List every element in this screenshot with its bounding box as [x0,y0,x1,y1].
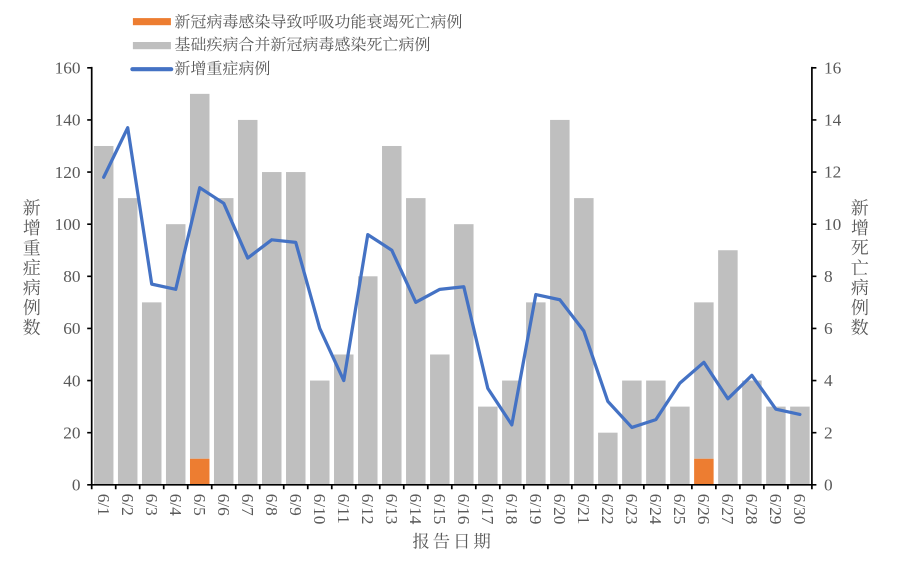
svg-text:6/6: 6/6 [214,494,233,516]
svg-text:6/30: 6/30 [790,494,809,525]
svg-text:6/7: 6/7 [238,494,257,516]
svg-text:6/18: 6/18 [502,494,521,525]
svg-text:6/19: 6/19 [526,494,545,525]
svg-text:6/13: 6/13 [382,494,401,525]
svg-text:6/11: 6/11 [334,494,353,524]
svg-text:6/24: 6/24 [646,494,665,525]
svg-text:6/12: 6/12 [358,494,377,525]
svg-text:0: 0 [72,476,81,495]
svg-text:10: 10 [824,215,841,234]
svg-text:8: 8 [824,267,833,286]
svg-text:0: 0 [824,475,833,494]
svg-text:6/15: 6/15 [430,494,449,525]
svg-text:6/10: 6/10 [310,494,329,525]
svg-text:6/5: 6/5 [190,494,209,516]
svg-text:4: 4 [824,371,833,390]
svg-text:80: 80 [63,267,80,286]
svg-text:6/2: 6/2 [118,494,137,516]
svg-text:6/28: 6/28 [742,494,761,525]
svg-text:6/14: 6/14 [406,494,425,525]
svg-text:6/23: 6/23 [622,494,641,525]
svg-text:6/1: 6/1 [94,494,113,516]
svg-text:20: 20 [63,423,80,442]
svg-text:6/17: 6/17 [478,494,497,525]
svg-text:6/21: 6/21 [574,494,593,525]
svg-text:6/9: 6/9 [286,494,305,516]
svg-text:60: 60 [63,319,80,338]
svg-text:100: 100 [55,215,81,234]
svg-text:6/25: 6/25 [670,494,689,525]
svg-text:6/8: 6/8 [262,494,281,516]
svg-text:6: 6 [824,319,833,338]
svg-text:2: 2 [824,423,833,442]
svg-text:6/29: 6/29 [766,494,785,525]
svg-text:6/16: 6/16 [454,494,473,525]
svg-text:140: 140 [55,111,81,130]
svg-text:14: 14 [824,111,842,130]
svg-text:6/22: 6/22 [598,494,617,525]
svg-text:6/20: 6/20 [550,494,569,525]
svg-text:6/26: 6/26 [694,494,713,525]
svg-text:6/27: 6/27 [718,494,737,525]
svg-text:160: 160 [55,59,81,78]
svg-text:12: 12 [824,163,841,182]
svg-text:16: 16 [824,58,842,77]
svg-text:120: 120 [55,163,81,182]
svg-text:6/3: 6/3 [142,494,161,516]
svg-text:6/4: 6/4 [166,494,185,516]
svg-text:40: 40 [63,371,80,390]
